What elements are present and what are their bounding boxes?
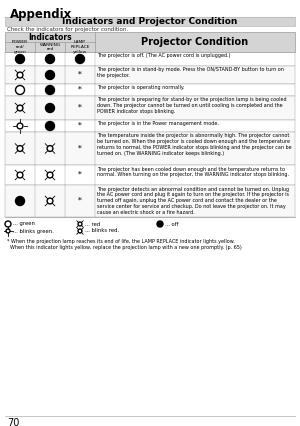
- Circle shape: [16, 196, 25, 205]
- Text: Indicators and Projector Condition: Indicators and Projector Condition: [62, 17, 238, 26]
- Text: *: *: [78, 197, 82, 205]
- Text: Appendix: Appendix: [10, 8, 72, 21]
- Bar: [5, 185, 295, 217]
- Circle shape: [76, 55, 85, 63]
- Text: *: *: [78, 71, 82, 79]
- Text: POWER
red/
green: POWER red/ green: [12, 40, 28, 54]
- Circle shape: [46, 104, 55, 112]
- Bar: [5, 96, 295, 120]
- Text: ... green: ... green: [13, 222, 35, 227]
- Bar: [5, 120, 295, 132]
- Text: The projector is operating normally.: The projector is operating normally.: [97, 86, 184, 90]
- Text: ... red: ... red: [85, 222, 100, 227]
- Text: *: *: [78, 86, 82, 94]
- Bar: [5, 32, 295, 52]
- Text: * When the projection lamp reaches its end of life, the LAMP REPLACE indicator l: * When the projection lamp reaches its e…: [7, 239, 242, 250]
- Text: ... blinks green.: ... blinks green.: [13, 228, 54, 233]
- Text: *: *: [78, 144, 82, 153]
- Text: LAMP
REPLACE
yellow: LAMP REPLACE yellow: [70, 40, 90, 54]
- Bar: [5, 165, 295, 185]
- Text: The projector detects an abnormal condition and cannot be turned on. Unplug the : The projector detects an abnormal condit…: [97, 187, 289, 215]
- Bar: [5, 66, 295, 84]
- Bar: [5, 17, 295, 26]
- Circle shape: [46, 70, 55, 80]
- Text: The projector has been cooled down enough and the temperature returns to normal.: The projector has been cooled down enoug…: [97, 167, 289, 177]
- Text: WARNING
red: WARNING red: [39, 43, 61, 51]
- Text: ... off: ... off: [165, 222, 178, 227]
- Text: The projector is in the Power management mode.: The projector is in the Power management…: [97, 121, 219, 127]
- Circle shape: [157, 221, 163, 227]
- Text: Projector Condition: Projector Condition: [141, 37, 249, 47]
- Bar: [5, 52, 295, 66]
- Text: *: *: [78, 104, 82, 112]
- Circle shape: [16, 55, 25, 63]
- Bar: [5, 84, 295, 96]
- Circle shape: [46, 55, 55, 63]
- Bar: [5, 132, 295, 165]
- Text: *: *: [78, 122, 82, 130]
- Text: The projector is off. (The AC power cord is unplugged.): The projector is off. (The AC power cord…: [97, 54, 230, 58]
- Text: The temperature inside the projector is abnormally high. The projector cannot be: The temperature inside the projector is …: [97, 133, 292, 156]
- Text: The projector is in stand-by mode. Press the ON/STAND-BY button to turn on the p: The projector is in stand-by mode. Press…: [97, 67, 284, 78]
- Text: The projector is preparing for stand-by or the projection lamp is being cooled d: The projector is preparing for stand-by …: [97, 98, 286, 114]
- Text: *: *: [78, 171, 82, 179]
- Circle shape: [46, 86, 55, 95]
- Text: Check the indicators for projector condition.: Check the indicators for projector condi…: [7, 27, 128, 32]
- Circle shape: [46, 121, 55, 130]
- Text: Indicators: Indicators: [28, 32, 72, 41]
- Text: ... blinks red.: ... blinks red.: [85, 228, 119, 233]
- Text: 70: 70: [7, 418, 20, 426]
